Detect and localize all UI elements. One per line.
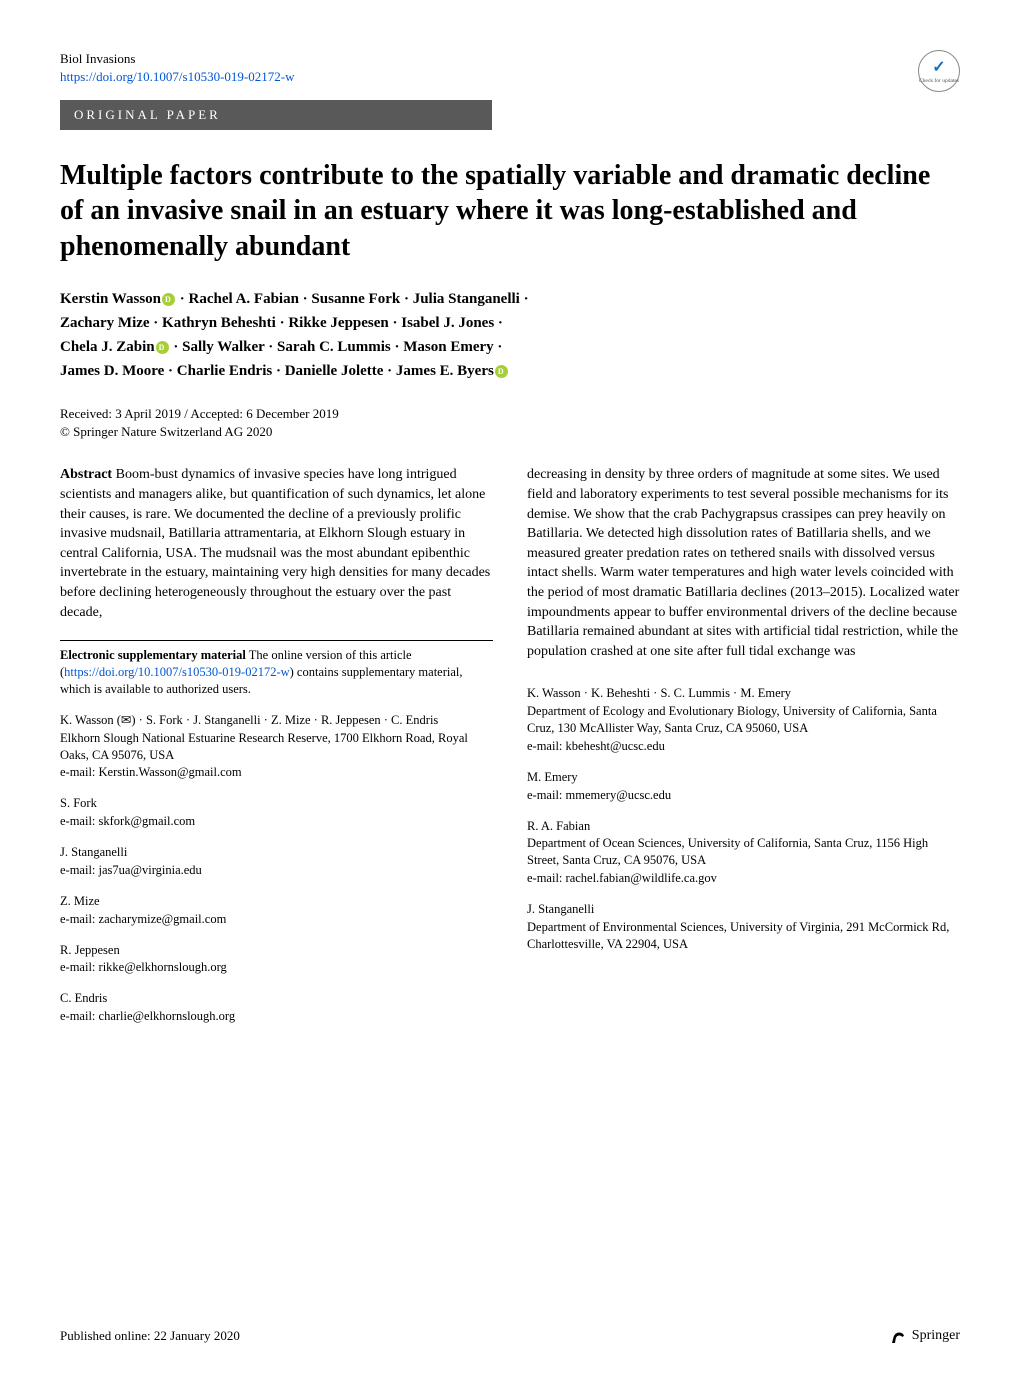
affil-addr: Department of Ocean Sciences, University… (527, 835, 960, 869)
copyright-line: © Springer Nature Switzerland AG 2020 (60, 423, 960, 441)
page-footer: Published online: 22 January 2020 Spring… (60, 1327, 960, 1346)
affil-block: C. Endris e-mail: charlie@elkhornslough.… (60, 990, 493, 1025)
affil-block: R. Jeppesen e-mail: rikke@elkhornslough.… (60, 942, 493, 977)
journal-name: Biol Invasions (60, 50, 294, 68)
abstract-text-left: Boom-bust dynamics of invasive species h… (60, 467, 490, 619)
supp-label: Electronic supplementary material (60, 648, 246, 662)
article-dates: Received: 3 April 2019 / Accepted: 6 Dec… (60, 405, 960, 441)
affil-names: S. Fork (60, 795, 493, 812)
paper-type-bar: ORIGINAL PAPER (60, 100, 492, 130)
affil-email: e-mail: mmemery@ucsc.edu (527, 787, 960, 804)
orcid-icon[interactable] (162, 293, 175, 306)
affil-block: Z. Mize e-mail: zacharymize@gmail.com (60, 893, 493, 928)
affil-email: e-mail: zacharymize@gmail.com (60, 911, 493, 928)
affil-names: K. Wasson · K. Beheshti · S. C. Lummis ·… (527, 685, 960, 702)
affil-block: M. Emery e-mail: mmemery@ucsc.edu (527, 769, 960, 804)
affil-email: e-mail: Kerstin.Wasson@gmail.com (60, 764, 493, 781)
doi-link[interactable]: https://doi.org/10.1007/s10530-019-02172… (60, 69, 294, 84)
crossmark-text: Check for updates (919, 79, 959, 85)
affil-email: e-mail: rikke@elkhornslough.org (60, 959, 493, 976)
affil-names: C. Endris (60, 990, 493, 1007)
affil-block: K. Wasson · K. Beheshti · S. C. Lummis ·… (527, 685, 960, 755)
author-segment: Kerstin Wasson (60, 291, 161, 307)
abstract-paragraph: Abstract Boom-bust dynamics of invasive … (60, 465, 493, 622)
affil-email: e-mail: rachel.fabian@wildlife.ca.gov (527, 870, 960, 887)
affil-names: R. A. Fabian (527, 818, 960, 835)
abstract-label: Abstract (60, 467, 112, 482)
orcid-icon[interactable] (495, 365, 508, 378)
affil-names: R. Jeppesen (60, 942, 493, 959)
author-segment: · Rachel A. Fabian · Susanne Fork · Juli… (176, 291, 529, 307)
crossmark-badge[interactable]: Check for updates (918, 50, 960, 92)
affil-block: R. A. Fabian Department of Ocean Science… (527, 818, 960, 888)
author-segment: Chela J. Zabin (60, 339, 155, 355)
paper-title: Multiple factors contribute to the spati… (60, 158, 960, 265)
author-segment: · Sally Walker · Sarah C. Lummis · Mason… (170, 339, 503, 355)
supplementary-box: Electronic supplementary material The on… (60, 640, 493, 698)
affil-addr: Department of Environmental Sciences, Un… (527, 919, 960, 953)
affil-names: J. Stanganelli (60, 844, 493, 861)
affil-block: K. Wasson (✉) · S. Fork · J. Stanganelli… (60, 712, 493, 782)
affil-block: S. Fork e-mail: skfork@gmail.com (60, 795, 493, 830)
affil-names: K. Wasson (✉) · S. Fork · J. Stanganelli… (60, 712, 493, 729)
affil-email: e-mail: jas7ua@virginia.edu (60, 862, 493, 879)
affil-block: J. Stanganelli e-mail: jas7ua@virginia.e… (60, 844, 493, 879)
left-column: Abstract Boom-bust dynamics of invasive … (60, 465, 493, 1025)
received-accepted: Received: 3 April 2019 / Accepted: 6 Dec… (60, 405, 960, 423)
journal-info: Biol Invasions https://doi.org/10.1007/s… (60, 50, 294, 86)
affil-names: Z. Mize (60, 893, 493, 910)
author-segment: James D. Moore · Charlie Endris · Daniel… (60, 363, 494, 379)
affil-names: J. Stanganelli (527, 901, 960, 918)
affil-addr: Department of Ecology and Evolutionary B… (527, 703, 960, 737)
affil-email: e-mail: skfork@gmail.com (60, 813, 493, 830)
affil-email: e-mail: charlie@elkhornslough.org (60, 1008, 493, 1025)
author-segment: Zachary Mize · Kathryn Beheshti · Rikke … (60, 315, 503, 331)
affil-addr: Elkhorn Slough National Estuarine Resear… (60, 730, 493, 764)
affil-block: J. Stanganelli Department of Environment… (527, 901, 960, 953)
published-online: Published online: 22 January 2020 (60, 1327, 240, 1346)
author-list: Kerstin Wasson · Rachel A. Fabian · Susa… (60, 287, 960, 383)
page-header: Biol Invasions https://doi.org/10.1007/s… (60, 50, 960, 92)
supp-doi-link[interactable]: https://doi.org/10.1007/s10530-019-02172… (64, 665, 289, 679)
orcid-icon[interactable] (156, 341, 169, 354)
content-columns: Abstract Boom-bust dynamics of invasive … (60, 465, 960, 1025)
affil-names: M. Emery (527, 769, 960, 786)
abstract-text-right: decreasing in density by three orders of… (527, 465, 960, 661)
springer-horse-icon (889, 1328, 907, 1346)
springer-logo: Springer (889, 1327, 960, 1346)
publisher-name: Springer (912, 1327, 960, 1346)
affil-email: e-mail: kbehesht@ucsc.edu (527, 738, 960, 755)
right-column: decreasing in density by three orders of… (527, 465, 960, 1025)
